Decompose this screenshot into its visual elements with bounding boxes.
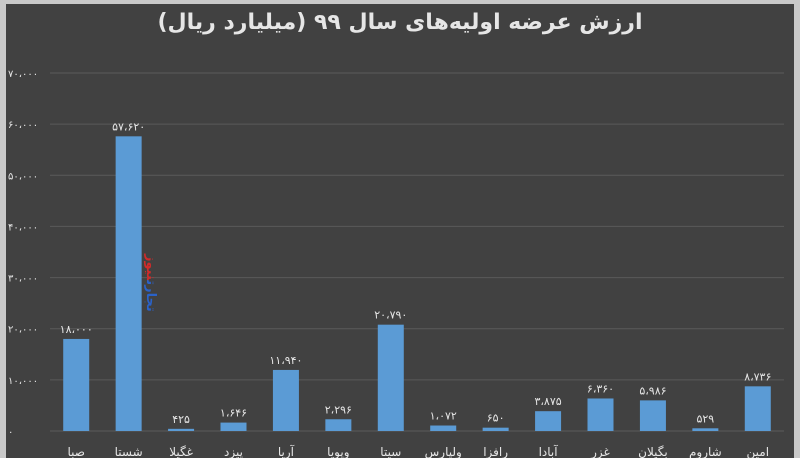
y-tick-label: ۱۰،۰۰۰ <box>8 376 38 387</box>
x-tick-label: آریا <box>278 444 295 458</box>
y-tick-label: ۴۰،۰۰۰ <box>8 222 38 233</box>
data-label: ۱،۰۷۲ <box>430 410 457 423</box>
x-tick-label: شستا <box>115 445 143 458</box>
bar <box>272 369 299 431</box>
data-label: ۶۵۰ <box>487 412 505 425</box>
data-label: ۱،۶۴۶ <box>220 407 247 420</box>
x-tick-label: غزر <box>590 445 610 458</box>
x-tick-label: صبا <box>67 445 84 458</box>
bar-chart: ۰ ۱۰،۰۰۰ ۲۰،۰۰۰ ۳۰،۰۰۰ ۴۰،۰۰۰ ۵۰،۰۰۰ ۶۰،۰۰۰ ۷۰،… <box>8 69 784 458</box>
bar <box>639 400 666 431</box>
watermark-line1: تجارت <box>143 280 158 312</box>
y-tick-label: ۷۰،۰۰۰ <box>8 69 38 80</box>
data-label: ۳،۸۷۵ <box>534 395 561 408</box>
bar <box>168 428 195 431</box>
bar <box>587 398 614 431</box>
data-label: ۶،۳۶۰ <box>587 382 614 395</box>
bar <box>325 419 352 431</box>
data-label: ۵،۹۸۶ <box>639 384 666 397</box>
x-tick-label: شاروم <box>689 445 722 458</box>
y-tick-label: ۲۰،۰۰۰ <box>8 325 38 336</box>
data-label: ۱۸،۰۰۰ <box>60 323 93 336</box>
bar <box>744 386 771 431</box>
bar <box>430 425 457 431</box>
x-tick-label: وپویا <box>327 445 349 458</box>
chart-area: ارزش عرضه اولیه‌های سال ۹۹ (میلیارد ریال… <box>6 4 794 458</box>
x-tick-label: پیزد <box>224 445 243 458</box>
bar <box>115 136 142 431</box>
watermark: تجارتنیوز <box>132 254 158 312</box>
bar <box>63 338 90 431</box>
y-tick-label: ۰ <box>8 427 13 438</box>
y-tick-label: ۶۰،۰۰۰ <box>8 120 38 131</box>
x-tick-label: غگیلا <box>169 445 193 458</box>
x-tick-label: ولپارس <box>425 445 462 458</box>
x-tick-label: رافزا <box>483 445 508 458</box>
y-tick-label: ۵۰،۰۰۰ <box>8 171 38 182</box>
bar <box>692 428 719 431</box>
data-label: ۲۰،۷۹۰ <box>374 309 407 322</box>
watermark-line2: نیوز <box>143 254 158 281</box>
x-tick-label: امین <box>747 445 770 458</box>
bar <box>482 427 509 431</box>
x-tick-label: بگیلان <box>638 445 668 458</box>
chart-title: ارزش عرضه اولیه‌های سال ۹۹ (میلیارد ریال… <box>157 10 643 35</box>
bar <box>220 422 247 431</box>
x-tick-label: آبادا <box>539 444 559 458</box>
bar <box>377 324 404 431</box>
x-tick-label: سیتا <box>380 445 401 458</box>
bar <box>535 411 562 431</box>
data-label: ۱۱،۹۴۰ <box>269 354 302 367</box>
data-label: ۲،۲۹۶ <box>325 403 352 416</box>
data-label: ۵۲۹ <box>696 412 714 425</box>
y-tick-label: ۳۰،۰۰۰ <box>8 274 38 285</box>
data-label: ۴۲۵ <box>172 413 190 426</box>
data-label: ۵۷،۶۲۰ <box>112 120 145 133</box>
data-label: ۸،۷۳۶ <box>744 370 771 383</box>
